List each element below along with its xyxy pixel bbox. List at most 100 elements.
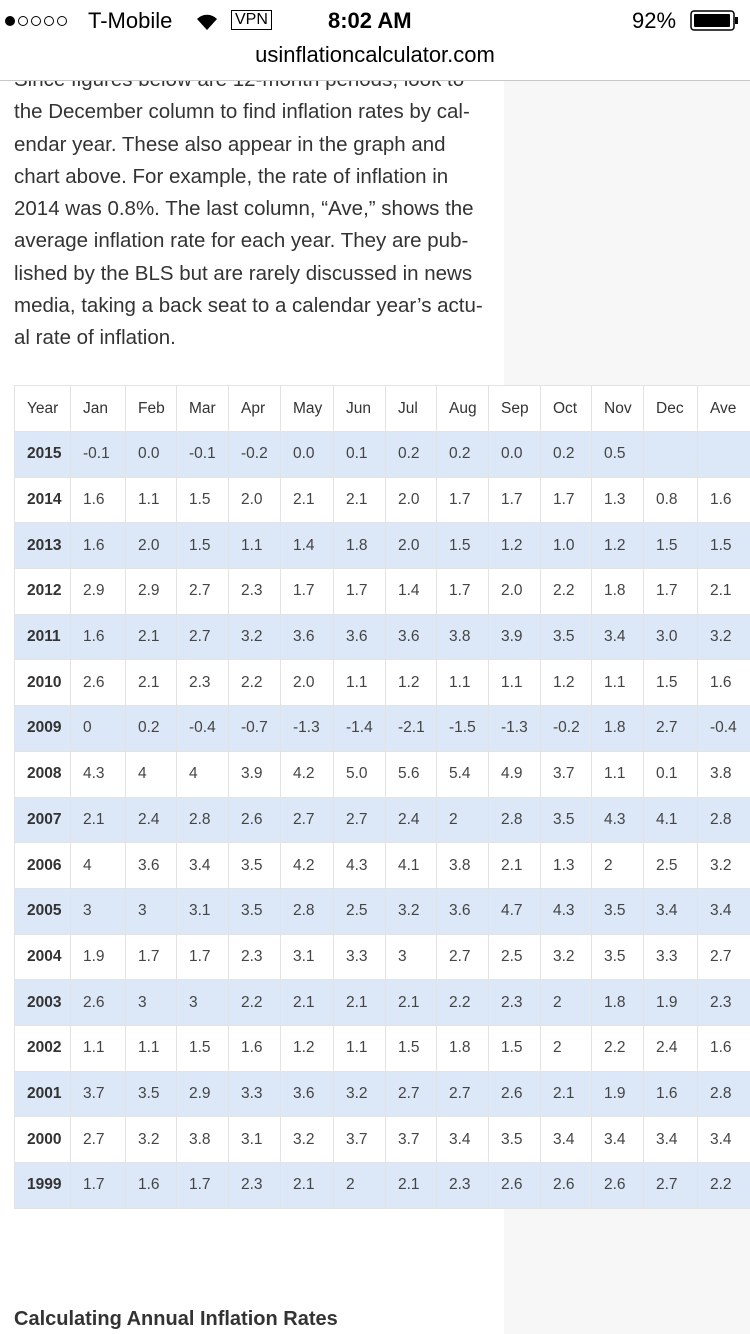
paragraph-line: al rate of inflation. bbox=[14, 326, 176, 350]
rate-cell: 4.9 bbox=[488, 750, 541, 798]
rate-cell: 3 bbox=[176, 979, 229, 1026]
rate-cell: 0.2 bbox=[540, 431, 592, 478]
rate-cell: 1.5 bbox=[176, 476, 229, 524]
rate-cell: -1.4 bbox=[333, 705, 386, 752]
rate-cell: 2.5 bbox=[333, 887, 386, 935]
rate-cell: 0 bbox=[70, 705, 126, 752]
header-cell: Apr bbox=[228, 385, 281, 432]
rate-cell: 1.7 bbox=[125, 933, 177, 981]
rate-cell: 1.8 bbox=[591, 705, 644, 752]
rate-cell: 2.7 bbox=[280, 796, 334, 844]
rate-cell: 1.7 bbox=[436, 568, 489, 615]
rate-cell: 3.2 bbox=[385, 887, 437, 935]
battery-icon bbox=[690, 10, 738, 31]
rate-cell: 0.2 bbox=[385, 431, 437, 478]
rate-cell: 1.1 bbox=[125, 1024, 177, 1072]
rate-cell: 1.1 bbox=[591, 659, 644, 707]
url[interactable]: usinflationcalculator.com bbox=[255, 42, 495, 67]
header-cell: Feb bbox=[125, 385, 177, 432]
battery-percent: 92% bbox=[632, 8, 677, 33]
rate-cell: 2.6 bbox=[70, 659, 126, 707]
rate-cell: 3.4 bbox=[591, 613, 644, 661]
year-cell: 2011 bbox=[14, 613, 71, 661]
rate-cell: 3.2 bbox=[333, 1070, 386, 1118]
rate-cell: 3.7 bbox=[540, 750, 592, 798]
rate-cell: 4 bbox=[125, 750, 177, 798]
rate-cell: 2.4 bbox=[643, 1024, 698, 1072]
rate-cell: 1.9 bbox=[643, 979, 698, 1026]
rate-cell: 3.7 bbox=[70, 1070, 126, 1118]
rate-cell: 3.3 bbox=[333, 933, 386, 981]
header-cell: Jun bbox=[333, 385, 386, 432]
rate-cell: 0.1 bbox=[333, 431, 386, 478]
rate-cell: 1.6 bbox=[70, 522, 126, 570]
rate-cell: 1.1 bbox=[436, 659, 489, 707]
rate-cell: 2.7 bbox=[643, 1162, 698, 1209]
rate-cell: 2.6 bbox=[70, 979, 126, 1026]
rate-cell: 3.4 bbox=[697, 1116, 750, 1163]
table-row: 2005 3 3 3.1 3.5 2.8 2.5 3.2 3.6 4.7 4.3 3.5 3.4 3.4 bbox=[14, 887, 750, 935]
rate-cell: 1.6 bbox=[70, 476, 126, 524]
rate-cell: 2.7 bbox=[333, 796, 386, 844]
rate-cell: 2.1 bbox=[333, 476, 386, 524]
rate-cell: 2.6 bbox=[591, 1162, 644, 1209]
header-row: Year Jan Feb Mar Apr May Jun Jul Aug Sep Oct Nov Dec… bbox=[14, 385, 750, 432]
header-cell: Oct bbox=[540, 385, 592, 432]
vpn-badge: VPN bbox=[231, 10, 272, 30]
rate-cell: -0.2 bbox=[228, 431, 281, 478]
rate-cell: 1.5 bbox=[176, 522, 229, 570]
year-cell: 2006 bbox=[14, 842, 71, 889]
rate-cell: 2.4 bbox=[125, 796, 177, 844]
rate-cell: 2 bbox=[540, 979, 592, 1026]
rate-cell: 3.6 bbox=[436, 887, 489, 935]
rate-cell: 3.9 bbox=[488, 613, 541, 661]
rate-cell: 0.8 bbox=[643, 476, 698, 524]
header-cell: May bbox=[280, 385, 334, 432]
rate-cell: 2.6 bbox=[540, 1162, 592, 1209]
rate-cell: 1.2 bbox=[488, 522, 541, 570]
rate-cell: 2.6 bbox=[488, 1162, 541, 1209]
rate-cell: 2.3 bbox=[488, 979, 541, 1026]
rate-cell: 1.8 bbox=[591, 979, 644, 1026]
rate-cell: 2.1 bbox=[385, 1162, 437, 1209]
rate-cell: -0.2 bbox=[540, 705, 592, 752]
rate-cell: 2.0 bbox=[125, 522, 177, 570]
rate-cell: 3.5 bbox=[488, 1116, 541, 1163]
table-row: 2012 2.9 2.9 2.7 2.3 1.7 1.7 1.4 1.7 2.0 2.2 1.8 1.7… bbox=[14, 568, 750, 615]
rate-cell: 1.5 bbox=[436, 522, 489, 570]
table-row: 2008 4.3 4 4 3.9 4.2 5.0 5.6 5.4 4.9 3.7 1.1 0.1 3.8 bbox=[14, 750, 750, 798]
table-row: 2015 -0.1 0.0 -0.1 -0.2 0.0 0.1 0.2 0.2 0.0 0.2 0.5 bbox=[14, 431, 750, 478]
rate-cell: 4.1 bbox=[643, 796, 698, 844]
rate-cell: 1.8 bbox=[436, 1024, 489, 1072]
rate-cell: 2 bbox=[436, 796, 489, 844]
rate-cell: 4.3 bbox=[70, 750, 126, 798]
rate-cell: 2 bbox=[540, 1024, 592, 1072]
rate-cell: 3.8 bbox=[436, 842, 489, 889]
table-row: 2002 1.1 1.1 1.5 1.6 1.2 1.1 1.5 1.8 1.5 2 2.2 2.4 1.… bbox=[14, 1024, 750, 1072]
table-row: 2007 2.1 2.4 2.8 2.6 2.7 2.7 2.4 2 2.8 3.5 4.3 4.1 2.… bbox=[14, 796, 750, 844]
year-cell: 2008 bbox=[14, 750, 71, 798]
rate-cell: 3.1 bbox=[176, 887, 229, 935]
rate-cell: 1.2 bbox=[280, 1024, 334, 1072]
header-cell: Jul bbox=[385, 385, 437, 432]
rate-cell: 2.0 bbox=[385, 522, 437, 570]
rate-cell: 4.1 bbox=[385, 842, 437, 889]
table-row: 2011 1.6 2.1 2.7 3.2 3.6 3.6 3.6 3.8 3.9 3.5 3.4 3.0… bbox=[14, 613, 750, 661]
header-cell: Nov bbox=[591, 385, 644, 432]
rate-cell: 2.9 bbox=[70, 568, 126, 615]
rate-cell: 3.3 bbox=[228, 1070, 281, 1118]
rate-cell: 2.7 bbox=[176, 613, 229, 661]
rate-cell: 3.5 bbox=[125, 1070, 177, 1118]
year-cell: 2007 bbox=[14, 796, 71, 844]
signal-icon bbox=[5, 16, 67, 26]
rate-cell: 2.7 bbox=[385, 1070, 437, 1118]
rate-cell: 2.1 bbox=[125, 659, 177, 707]
paragraph-line: media, taking a back seat to a calendar … bbox=[14, 294, 483, 318]
rate-cell: 2.8 bbox=[697, 1070, 750, 1118]
paragraph-line: average inflation rate for each year. Th… bbox=[14, 229, 469, 253]
rate-cell: 2.7 bbox=[436, 933, 489, 981]
rate-cell: 2.7 bbox=[697, 933, 750, 981]
rate-cell: 3.5 bbox=[228, 887, 281, 935]
rate-cell: 1.7 bbox=[643, 568, 698, 615]
rate-cell: 1.6 bbox=[228, 1024, 281, 1072]
